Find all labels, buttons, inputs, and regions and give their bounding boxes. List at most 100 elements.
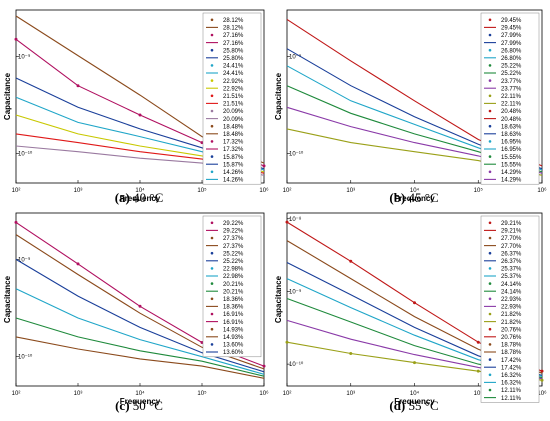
legend-marker (488, 109, 492, 113)
legend-label: 25.37% (501, 274, 522, 280)
legend-label: 26.37% (501, 251, 522, 257)
legend-label: 24.14% (501, 282, 522, 288)
legend-label: 27.70% (501, 244, 522, 250)
legend-label: 27.70% (501, 236, 522, 242)
data-point (138, 113, 142, 117)
legend-label: 29.22% (223, 221, 244, 227)
y-axis-label: Capacitance (3, 275, 12, 323)
panel-caption: (a) 40 °C (115, 190, 164, 206)
legend-label: 27.37% (223, 244, 244, 250)
legend-label: 18.78% (501, 350, 522, 356)
legend-label: 28.12% (223, 26, 244, 32)
legend-marker (210, 48, 214, 52)
legend-label: 20.21% (223, 289, 244, 295)
x-axis-label: Frequency (394, 194, 435, 203)
data-point (262, 164, 266, 168)
data-point (76, 262, 80, 266)
x-tick-label: 10⁶ (537, 390, 547, 397)
legend-label: 13.60% (223, 343, 244, 349)
x-axis-label: Frequency (120, 397, 161, 406)
legend-label: 20.09% (223, 117, 244, 123)
legend-marker (210, 297, 214, 301)
data-point (413, 361, 416, 365)
legend: 29.22%29.22%27.37%27.37%25.22%25.22%22.9… (202, 215, 262, 358)
legend-label: 22.98% (223, 274, 244, 280)
legend-label: 14.29% (501, 178, 522, 184)
legend-marker (488, 79, 492, 82)
y-axis-label: Capacitance (274, 72, 283, 120)
x-tick-label: 10² (12, 188, 21, 194)
legend-marker (210, 18, 214, 22)
legend-marker (488, 18, 492, 22)
panel-a: 10² 10³ 10⁴ 10⁵ 10⁶ 10⁻⁹ 10⁻¹⁰ Frequency Capacit… (3, 9, 269, 203)
legend-label: 17.32% (223, 140, 244, 146)
legend-marker (488, 388, 492, 392)
legend-label: 22.92% (223, 86, 244, 92)
legend-label: 15.55% (501, 155, 522, 161)
data-point (476, 369, 480, 373)
legend-marker (488, 64, 492, 67)
legend-marker (488, 236, 492, 240)
legend-marker (210, 79, 214, 82)
caption-text: 40 °C (129, 190, 164, 205)
legend-marker (210, 33, 214, 37)
legend-label: 29.21% (501, 221, 522, 227)
x-tick-label: 10³ (74, 188, 83, 194)
legend-marker (210, 267, 214, 270)
legend-label: 28.12% (223, 18, 244, 24)
legend-marker (210, 236, 214, 240)
legend-marker (210, 155, 214, 158)
x-axis-label: Frequency (394, 397, 435, 406)
legend-label: 15.87% (223, 162, 244, 168)
legend-label: 22.98% (223, 267, 244, 273)
legend-marker (210, 327, 214, 331)
legend-marker (210, 170, 214, 174)
legend-marker (488, 343, 492, 346)
legend-label: 21.82% (501, 320, 522, 326)
legend-label: 27.16% (223, 41, 244, 47)
data-point (262, 364, 266, 368)
legend-label: 14.93% (223, 335, 244, 341)
panel-caption: (b) 45 °C (389, 190, 438, 206)
legend-marker (488, 155, 492, 158)
x-tick-label: 10³ (346, 188, 355, 194)
legend-label: 23.77% (501, 86, 522, 92)
legend-label: 20.48% (501, 117, 522, 123)
legend-label: 22.11% (501, 102, 522, 108)
legend-label: 20.76% (501, 327, 522, 333)
legend-label: 12.11% (501, 396, 522, 402)
y-tick-label: 10⁻⁹ (289, 53, 302, 60)
panel-caption: (c) 50 °C (115, 398, 163, 414)
legend-label: 14.29% (501, 170, 522, 176)
panel-d: 10² 10³ 10⁴ 10⁵ 10⁶ 10⁻⁸ 10⁻⁹ 10⁻¹⁰ Frequency Cap… (274, 212, 547, 406)
caption-letter: (b) (389, 190, 406, 205)
legend-label: 18.36% (223, 297, 244, 303)
legend-label: 29.45% (501, 18, 522, 24)
legend-marker (210, 64, 214, 67)
panel-b: 10² 10³ 10⁴ 10⁵ 10⁶ 10⁻⁹ 10⁻¹⁰ Frequency Capacit… (274, 9, 547, 203)
caption-letter: (c) (115, 398, 130, 413)
legend-label: 25.22% (501, 71, 522, 77)
legend-marker (488, 373, 492, 377)
legend-label: 13.60% (223, 350, 244, 356)
x-tick-label: 10⁵ (474, 390, 484, 397)
x-tick-label: 10² (283, 188, 292, 194)
panel-c: 10² 10³ 10⁴ 10⁵ 10⁶ 10⁻⁹ 10⁻¹⁰ Frequency Capacit… (3, 212, 269, 406)
legend-label: 22.93% (501, 305, 522, 311)
legend-label: 20.48% (501, 109, 522, 115)
series-line (15, 317, 265, 377)
y-tick-label: 10⁻⁸ (289, 216, 302, 223)
legend-marker (488, 48, 492, 52)
caption-text: 45 °C (405, 190, 439, 205)
legend-label: 25.22% (223, 259, 244, 265)
legend-label: 18.36% (223, 305, 244, 311)
y-tick-label: 10⁻¹⁰ (18, 354, 33, 361)
legend-label: 17.42% (501, 365, 522, 371)
legend-label: 14.26% (223, 178, 244, 184)
data-point (349, 259, 353, 263)
data-point (540, 378, 544, 382)
x-tick-label: 10⁵ (197, 390, 207, 397)
data-point (138, 304, 142, 308)
legend-label: 24.41% (223, 64, 244, 70)
legend-label: 16.95% (501, 140, 522, 146)
